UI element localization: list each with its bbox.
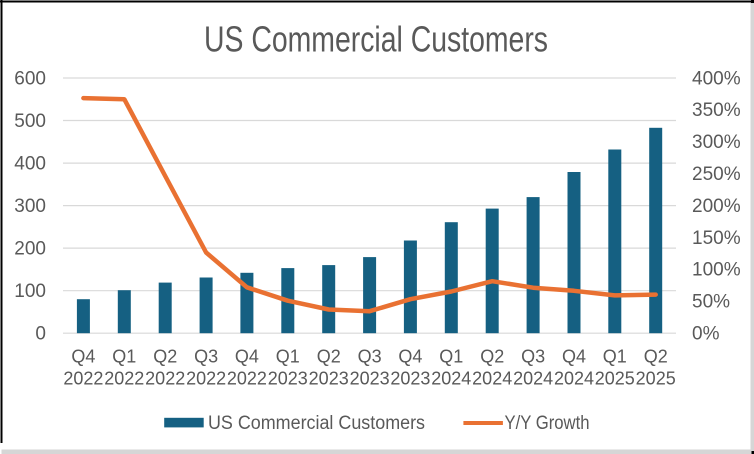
svg-text:Q3: Q3: [521, 347, 545, 367]
svg-text:Q1: Q1: [603, 347, 627, 367]
svg-text:Q3: Q3: [194, 347, 218, 367]
svg-text:Q1: Q1: [439, 347, 463, 367]
svg-text:150%: 150%: [692, 228, 741, 249]
svg-text:0: 0: [35, 324, 46, 345]
svg-text:US Commercial Customers: US Commercial Customers: [204, 19, 548, 60]
svg-text:2025: 2025: [636, 369, 676, 389]
svg-text:200%: 200%: [692, 196, 741, 217]
svg-text:US Commercial Customers: US Commercial Customers: [208, 413, 425, 434]
svg-text:2024: 2024: [554, 369, 594, 389]
svg-text:250%: 250%: [692, 164, 741, 185]
svg-text:2022: 2022: [186, 369, 226, 389]
svg-text:2024: 2024: [472, 369, 512, 389]
svg-text:50%: 50%: [692, 292, 730, 313]
svg-text:400%: 400%: [692, 68, 741, 89]
svg-text:Q4: Q4: [562, 347, 586, 367]
svg-text:300: 300: [14, 196, 46, 217]
svg-text:100: 100: [14, 281, 46, 302]
svg-text:Q4: Q4: [71, 347, 95, 367]
svg-text:Q2: Q2: [317, 347, 341, 367]
svg-text:500: 500: [14, 111, 46, 132]
svg-text:Q2: Q2: [153, 347, 177, 367]
svg-text:2025: 2025: [595, 369, 635, 389]
svg-text:Y/Y Growth: Y/Y Growth: [505, 413, 590, 434]
svg-text:300%: 300%: [692, 132, 741, 153]
svg-text:600: 600: [14, 68, 46, 89]
svg-text:2023: 2023: [350, 369, 390, 389]
svg-text:Q4: Q4: [235, 347, 259, 367]
svg-text:Q2: Q2: [644, 347, 668, 367]
svg-text:Q3: Q3: [358, 347, 382, 367]
svg-text:2022: 2022: [145, 369, 185, 389]
svg-text:2023: 2023: [309, 369, 349, 389]
svg-text:350%: 350%: [692, 100, 741, 121]
svg-text:0%: 0%: [692, 324, 720, 345]
svg-text:2022: 2022: [227, 369, 267, 389]
svg-text:Q1: Q1: [276, 347, 300, 367]
svg-text:100%: 100%: [692, 260, 741, 281]
svg-text:400: 400: [14, 153, 46, 174]
svg-text:2024: 2024: [513, 369, 553, 389]
svg-text:2022: 2022: [63, 369, 103, 389]
svg-text:Q1: Q1: [112, 347, 136, 367]
svg-text:2023: 2023: [268, 369, 308, 389]
svg-text:2022: 2022: [104, 369, 144, 389]
svg-text:200: 200: [14, 238, 46, 259]
svg-text:2023: 2023: [390, 369, 430, 389]
svg-text:Q4: Q4: [398, 347, 422, 367]
svg-text:Q2: Q2: [480, 347, 504, 367]
svg-text:2024: 2024: [431, 369, 471, 389]
